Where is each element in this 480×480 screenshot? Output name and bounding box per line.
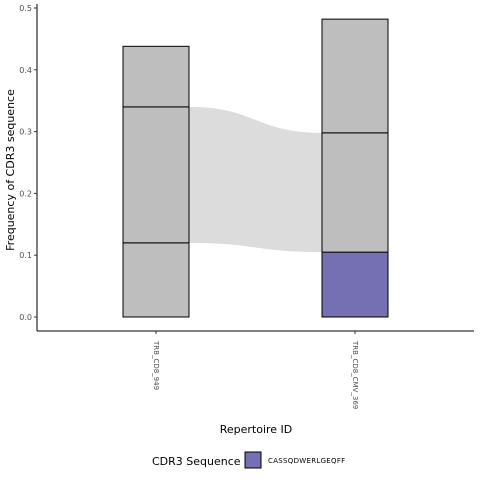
y-tick-label: 0.0 [19, 313, 32, 322]
bar-segment [321, 251, 389, 318]
bar-segment [122, 45, 190, 108]
y-tick-label: 0.3 [19, 128, 32, 137]
y-axis-title: Frequency of CDR3 sequence [4, 89, 17, 251]
bar-segment [122, 106, 190, 244]
stacked-bars [122, 18, 389, 318]
legend-title: CDR3 Sequence [152, 455, 241, 468]
legend: CDR3 Sequence CASSQDWERLGEQFF [152, 451, 345, 469]
alluvial-flows [189, 106, 322, 253]
bar-segment [321, 18, 389, 134]
legend-label: CASSQDWERLGEQFF [268, 457, 345, 465]
flow-band [189, 106, 322, 253]
axes: 0.0 0.1 0.2 0.3 0.4 0.5 TRB_CD8_949 TRB_CD8_CM… [19, 4, 474, 409]
legend-key [244, 451, 262, 469]
y-tick-label: 0.1 [19, 251, 32, 260]
y-tick-label: 0.4 [19, 66, 32, 75]
x-axis-title: Repertoire ID [220, 423, 293, 436]
x-tick-label: TRB_CD8_949 [152, 340, 160, 390]
bar-segment [122, 242, 190, 318]
bar-segment [321, 132, 389, 253]
y-tick-label: 0.2 [19, 189, 32, 198]
y-ticks: 0.0 0.1 0.2 0.3 0.4 0.5 [19, 4, 37, 322]
y-tick-label: 0.5 [19, 4, 32, 13]
x-tick-label: TRB_CD8_CMV_369 [351, 340, 359, 409]
x-ticks: TRB_CD8_949 TRB_CD8_CMV_369 [152, 331, 359, 409]
legend-entries: CASSQDWERLGEQFF [244, 451, 345, 469]
